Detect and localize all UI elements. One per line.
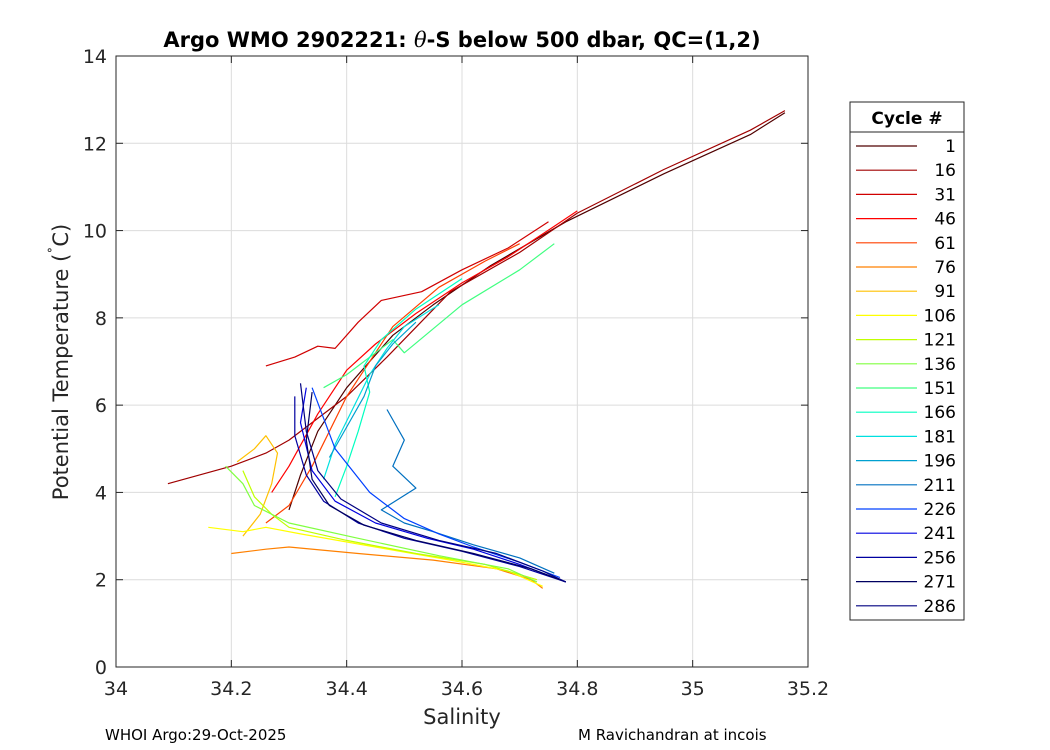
legend-label-cycle-226: 226	[924, 500, 956, 520]
x-tick-label: 35.2	[787, 678, 829, 700]
series-line-cycle-16	[167, 110, 786, 485]
x-tick-label: 34.8	[556, 678, 598, 700]
legend-label-cycle-136: 136	[924, 355, 956, 375]
footer-source: WHOI Argo:29-Oct-2025	[105, 726, 287, 744]
y-tick-label: 4	[95, 482, 107, 504]
legend-label-cycle-16: 16	[934, 161, 956, 181]
y-tick-label: 0	[95, 657, 107, 679]
series-line-cycle-286	[299, 383, 567, 583]
series-line-cycle-181	[323, 304, 440, 480]
legend-label-cycle-286: 286	[924, 597, 956, 617]
legend-label-cycle-211: 211	[924, 476, 956, 496]
legend-label-cycle-106: 106	[924, 306, 956, 326]
legend: Cycle # 1 16 31 46 61 76 91 106 121 136 151 166 181 1…	[849, 101, 965, 621]
series-line-cycle-271	[305, 392, 567, 583]
y-tick-label: 2	[95, 570, 107, 592]
legend-label-cycle-241: 241	[924, 524, 956, 544]
y-tick-label: 6	[95, 395, 107, 417]
series-line-cycle-31	[265, 221, 549, 367]
series-line-cycle-76	[231, 546, 544, 589]
chart-title: Argo WMO 2902221: θ-S below 500 dbar, QC…	[163, 28, 760, 52]
data-series-layer	[167, 110, 786, 589]
legend-label-cycle-256: 256	[924, 548, 956, 568]
legend-label-cycle-31: 31	[934, 185, 956, 205]
footer-author: M Ravichandran at incois	[578, 726, 767, 744]
x-axis-label: Salinity	[423, 705, 501, 729]
legend-title: Cycle #	[871, 109, 942, 129]
legend-label-cycle-151: 151	[924, 379, 956, 399]
legend-label-cycle-61: 61	[934, 234, 956, 254]
grid-lines	[116, 56, 808, 667]
legend-label-cycle-76: 76	[934, 258, 956, 278]
y-tick-label: 14	[83, 46, 107, 68]
legend-label-cycle-166: 166	[924, 403, 956, 423]
x-tick-label: 35	[681, 678, 705, 700]
legend-label-cycle-121: 121	[924, 331, 956, 351]
series-line-cycle-1	[288, 112, 786, 511]
x-tick-label: 34.6	[441, 678, 483, 700]
legend-label-cycle-91: 91	[934, 282, 956, 302]
series-line-cycle-46	[271, 210, 578, 493]
legend-label-cycle-271: 271	[924, 573, 956, 593]
y-tick-label: 10	[83, 221, 107, 243]
legend-label-cycle-46: 46	[934, 210, 956, 230]
legend-label-cycle-1: 1	[945, 137, 956, 157]
series-line-cycle-151	[323, 243, 555, 389]
series-line-cycle-256	[294, 396, 566, 583]
x-tick-label: 34.4	[326, 678, 368, 700]
x-tick-label: 34	[104, 678, 128, 700]
series-line-cycle-61	[265, 243, 520, 524]
series-line-cycle-106	[208, 526, 543, 587]
legend-label-cycle-196: 196	[924, 452, 956, 472]
series-line-cycle-241	[299, 387, 567, 583]
legend-label-cycle-181: 181	[924, 427, 956, 447]
y-tick-label: 8	[95, 308, 107, 330]
series-line-cycle-211	[380, 409, 555, 574]
series-line-cycle-196	[328, 321, 417, 458]
axis-ticks: 34 34.2 34.4 34.6 34.8 35 35.2 0 2 4 6 8 10 12 14	[83, 46, 829, 700]
y-axis-label: Potential Temperature (˚C)	[47, 224, 73, 500]
y-tick-label: 12	[83, 133, 107, 155]
series-line-cycle-91	[236, 435, 279, 537]
series-line-cycle-136	[225, 465, 538, 583]
x-tick-label: 34.2	[210, 678, 252, 700]
